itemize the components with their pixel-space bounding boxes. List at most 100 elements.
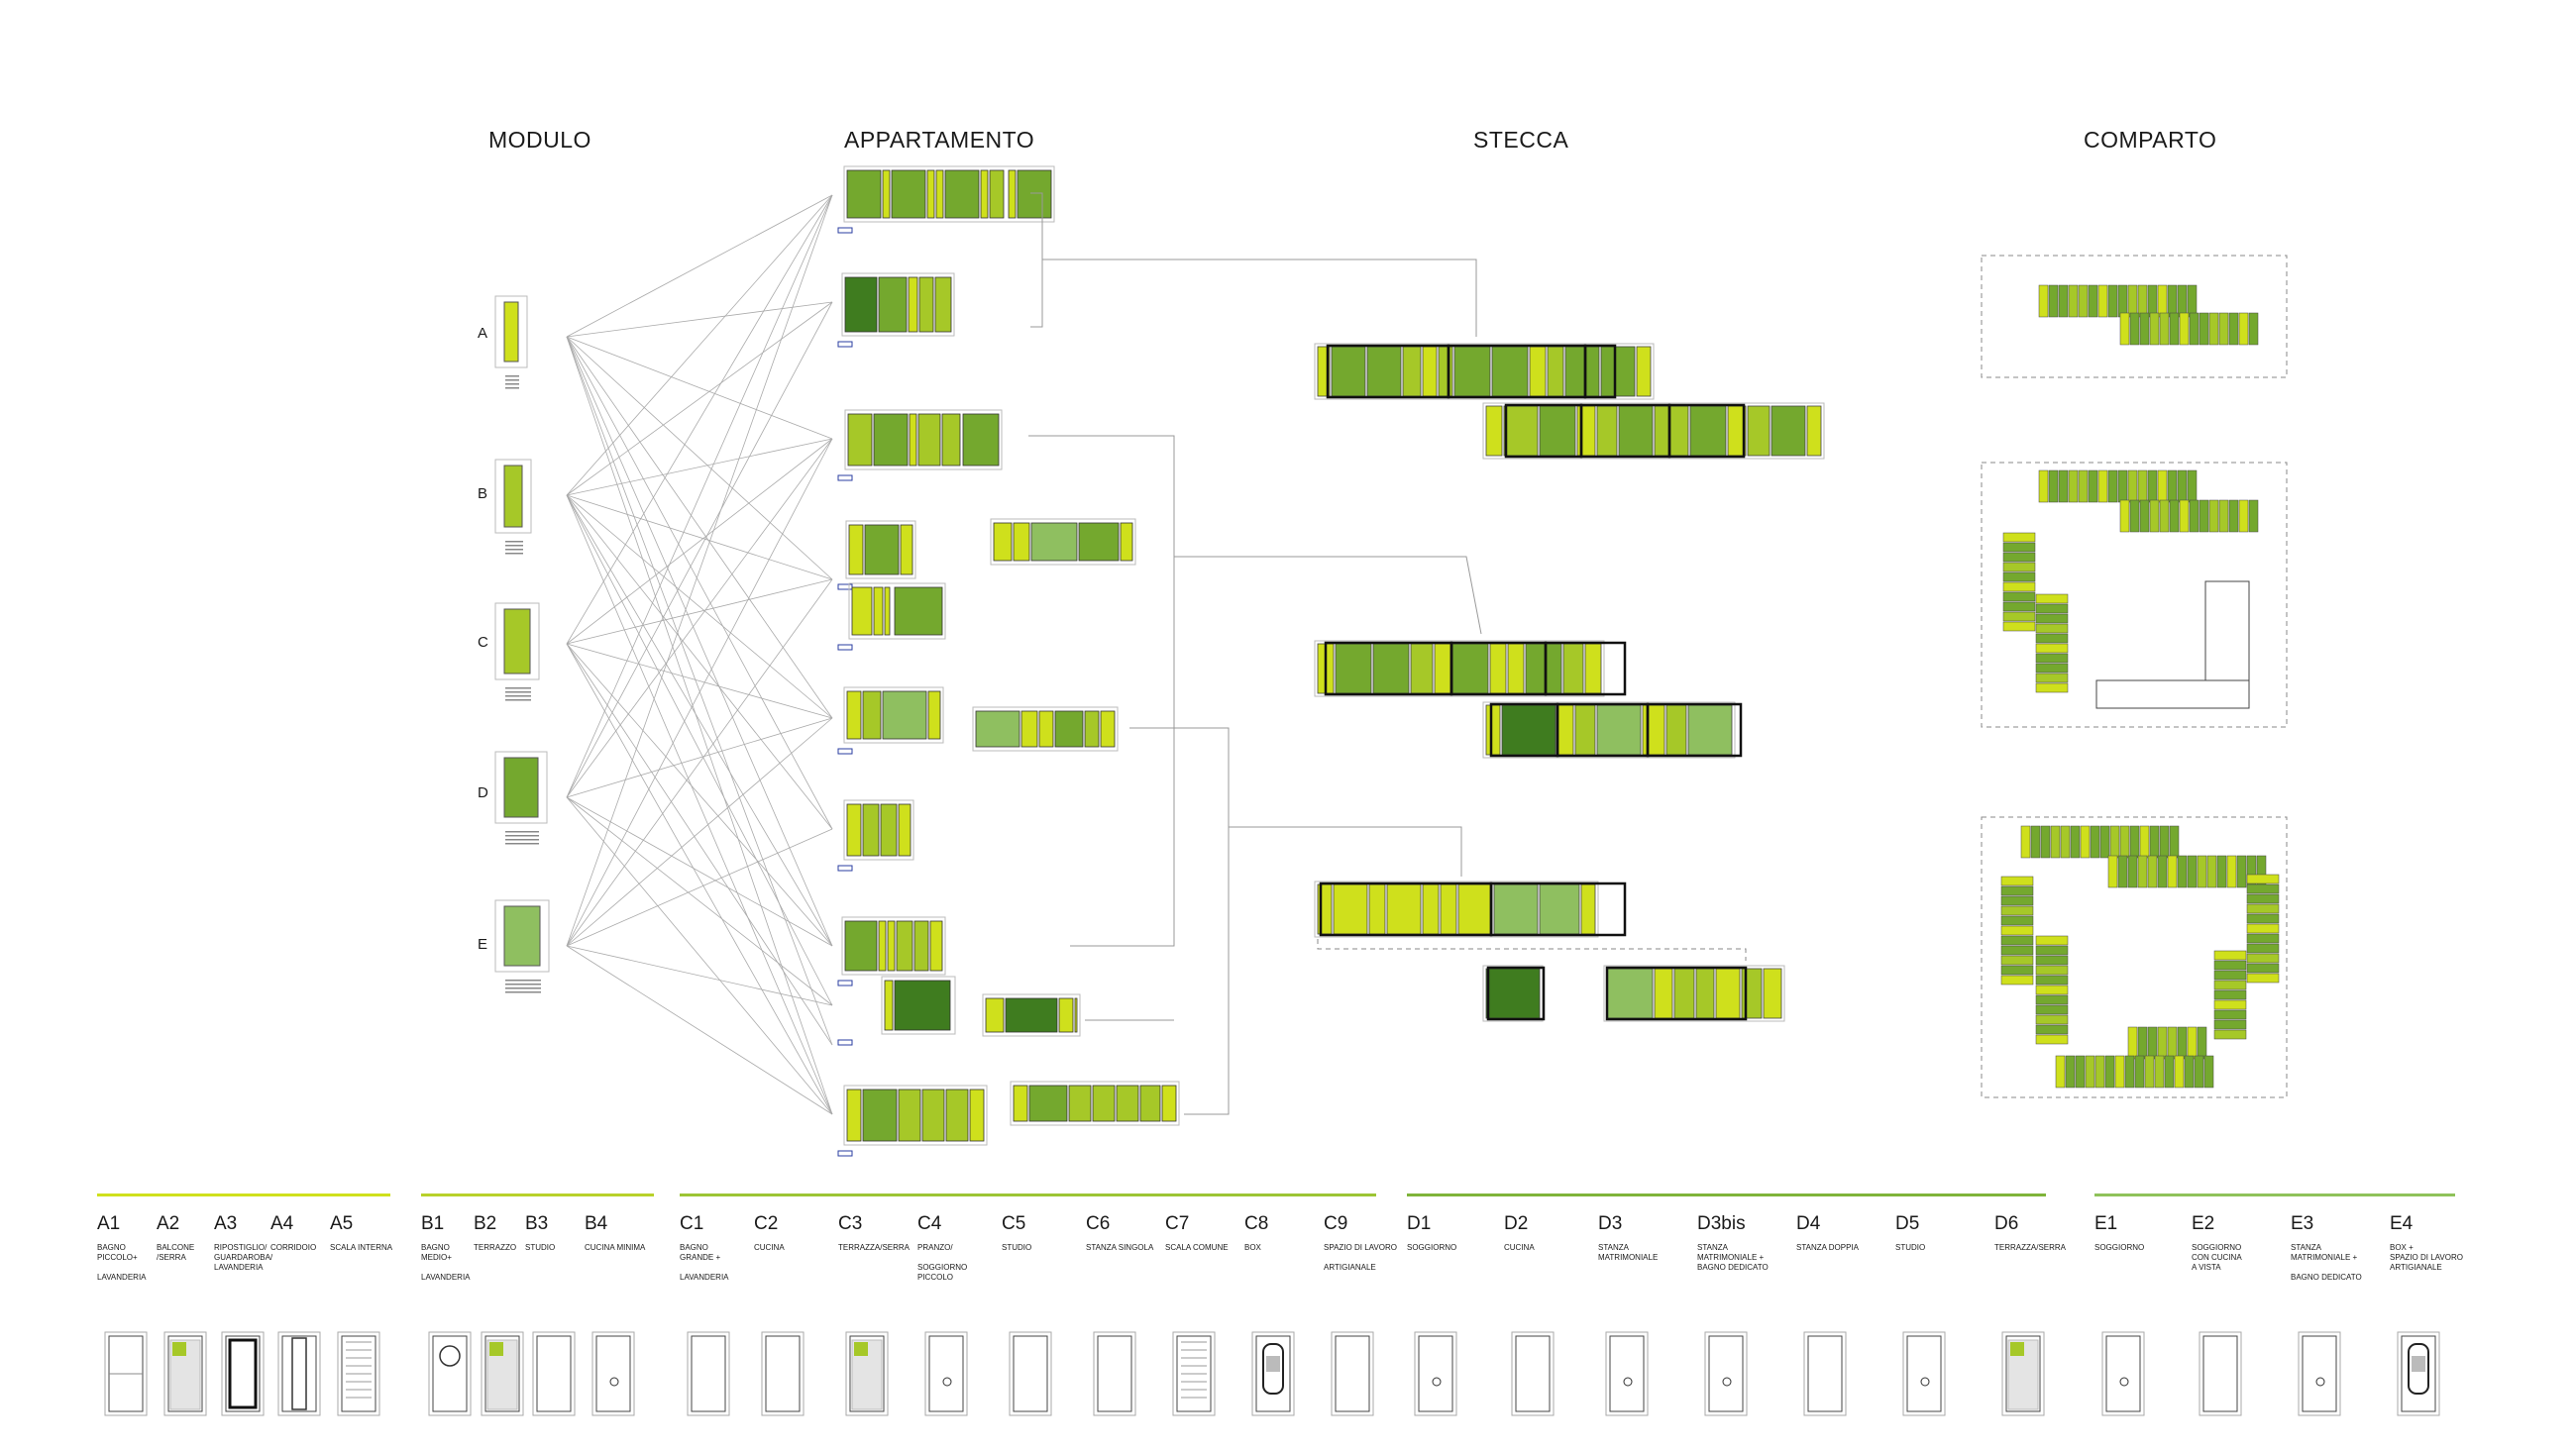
- comparto-bar: [2129, 312, 2140, 346]
- composition-link: [566, 301, 833, 338]
- header-stecca: STECCA: [1473, 127, 1569, 153]
- plain-icon: [687, 1331, 730, 1416]
- legend-item-description: SCALA INTERNA: [330, 1243, 393, 1252]
- stecca-module: [1539, 883, 1580, 935]
- comparto-bar: [2187, 1026, 2198, 1060]
- module-caption-line: [505, 991, 541, 993]
- composition-link: [566, 945, 833, 1115]
- module-frame-1: [494, 459, 532, 534]
- apartment-variant-2-module-3: [1054, 710, 1084, 748]
- comparto-bar: [2218, 499, 2229, 533]
- comparto-bar: [2203, 1055, 2214, 1089]
- plant-icon: [591, 1331, 635, 1416]
- apartment-10-module-3: [921, 1089, 945, 1142]
- legend-item-plan: [1002, 1324, 1071, 1428]
- apartment-5-module-0: [851, 586, 873, 636]
- comparto-bar: [2154, 1055, 2165, 1089]
- stecca-module: [1665, 704, 1687, 756]
- comparto-panel-1: [1981, 255, 2288, 378]
- apartment-1-module-6: [980, 169, 989, 219]
- apartment-5-frame: [848, 582, 946, 640]
- legend-item-description: BOX: [1244, 1243, 1261, 1252]
- legend-item-plan: [157, 1324, 226, 1428]
- stecca-module: [1503, 405, 1539, 457]
- comparto-bar: [2213, 989, 2247, 1000]
- comparto-bar: [2127, 469, 2138, 503]
- comparto-bar: [2035, 613, 2069, 624]
- stecca-frame: [1482, 402, 1825, 460]
- apartment-5-module-1: [873, 586, 884, 636]
- stecca-module: [1562, 643, 1584, 694]
- apartment-variant-3-frame: [982, 993, 1081, 1037]
- comparto-bar: [2002, 571, 2036, 582]
- comparto-bar: [2127, 1026, 2138, 1060]
- plant-icon: [2298, 1331, 2341, 1416]
- apartment-variant-2-frame: [972, 706, 1119, 752]
- comparto-bar: [2094, 1055, 2105, 1089]
- module-caption-line: [505, 843, 539, 845]
- comparto-bar: [2035, 593, 2069, 604]
- comparto-bar: [2035, 994, 2069, 1005]
- comparto-bar: [2000, 915, 2034, 926]
- legend-item-a4: A4 CORRIDOIO: [270, 1213, 362, 1416]
- composition-link: [566, 438, 833, 947]
- comparto-bar: [2002, 562, 2036, 572]
- plant-icon: [1605, 1331, 1649, 1416]
- stecca-module: [1434, 643, 1451, 694]
- comparto-bar: [2035, 673, 2069, 683]
- stecca-module: [1491, 346, 1529, 397]
- apartment-1-frame: [843, 165, 1055, 223]
- frame-icon: [221, 1331, 265, 1416]
- legend-item-description: BALCONE /SERRA: [157, 1243, 195, 1262]
- legend-item-d5: D5 STUDIO: [1895, 1213, 1986, 1416]
- legend-item-description: STANZA SINGOLA: [1086, 1243, 1154, 1252]
- comparto-bar: [2197, 1026, 2207, 1060]
- comparto-bar: [2149, 825, 2160, 859]
- apartment-variant-3-module-3: [1074, 997, 1078, 1033]
- legend-item-c3: C3 TERRAZZA/SERRA: [838, 1213, 929, 1416]
- comparto-bar: [2246, 973, 2280, 984]
- comparto-bar: [2246, 933, 2280, 944]
- apartment-variant-4-frame: [1010, 1081, 1180, 1126]
- apartment-6-module-0: [846, 690, 862, 740]
- stecca-module: [1673, 968, 1695, 1019]
- stecca-module: [1366, 346, 1402, 397]
- legend-item-c2: C2 CUCINA: [754, 1213, 845, 1416]
- module-caption-line: [505, 541, 523, 543]
- stecca-module: [1642, 704, 1665, 756]
- apartment-variant-4-module-4: [1116, 1085, 1139, 1122]
- comparto-bar: [2117, 855, 2128, 888]
- legend-item-code: A4: [270, 1213, 294, 1234]
- legend-item-plan: [1504, 1324, 1573, 1428]
- apartment-7-module-3: [898, 803, 912, 857]
- legend-item-plan: [2291, 1324, 2360, 1428]
- comparto-bar: [2246, 903, 2280, 914]
- module-caption-line: [505, 375, 519, 377]
- stecca-module: [1596, 704, 1642, 756]
- composition-link: [566, 301, 833, 496]
- apartment-1-module-4: [935, 169, 944, 219]
- apartment-outline: [1605, 966, 1748, 1021]
- legend-item-d2: D2 CUCINA: [1504, 1213, 1595, 1416]
- legend-item-code: D3: [1598, 1213, 1623, 1234]
- legend-group-bar: [2094, 1194, 2455, 1196]
- module-caption-line: [505, 980, 541, 982]
- comparto-bar: [2177, 1026, 2188, 1060]
- module-caption-line: [505, 553, 523, 555]
- legend-item-plan: [917, 1324, 987, 1428]
- comparto-bar: [2157, 855, 2168, 888]
- composition-link: [566, 494, 833, 830]
- apartment-outline: [1646, 702, 1743, 758]
- comparto-bar: [2159, 499, 2170, 533]
- apartment-tag: [837, 583, 853, 590]
- bath-icon: [104, 1331, 148, 1416]
- comparto-bar: [2119, 499, 2130, 533]
- comparto-bar: [2035, 975, 2069, 986]
- legend-item-plan: [1407, 1324, 1476, 1428]
- comparto-bar: [2164, 1055, 2175, 1089]
- legend-item-description: BAGNO MEDIO+ LAVANDERIA: [421, 1243, 471, 1282]
- stecca-module: [1771, 405, 1806, 457]
- comparto-bar: [2000, 905, 2034, 916]
- comparto-bar: [2035, 1004, 2069, 1015]
- apartment-10-module-4: [945, 1089, 969, 1142]
